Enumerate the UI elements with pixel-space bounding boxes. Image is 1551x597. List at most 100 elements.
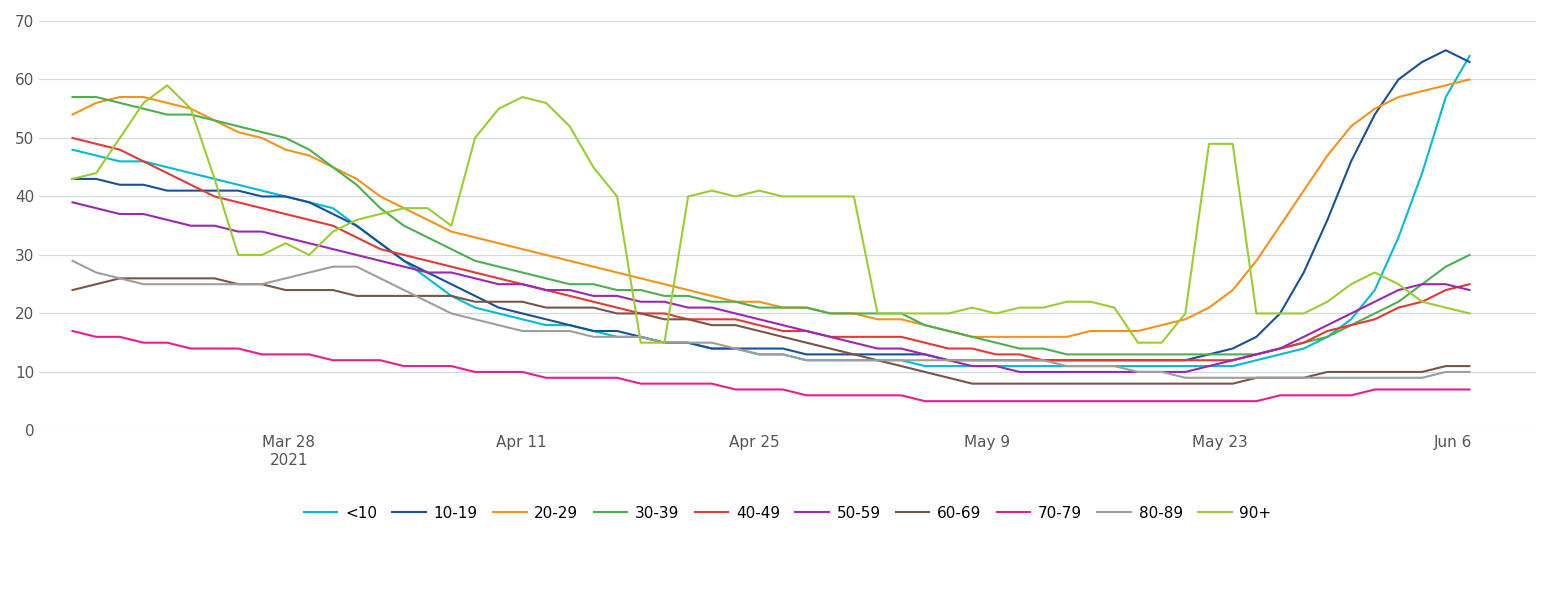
80-89 <box>940 356 959 364</box>
Line: 90+: 90+ <box>73 85 1469 343</box>
90+ <box>631 339 650 346</box>
40-49 <box>537 287 555 294</box>
80-89 <box>1176 374 1194 381</box>
80-89 <box>465 316 484 323</box>
70-79 <box>513 368 532 376</box>
50-59 <box>1010 368 1028 376</box>
60-69 <box>560 304 579 311</box>
90+ <box>560 123 579 130</box>
60-69 <box>537 304 555 311</box>
70-79 <box>963 398 982 405</box>
40-49 <box>513 281 532 288</box>
20-29 <box>940 327 959 334</box>
30-39 <box>1058 351 1076 358</box>
30-39 <box>537 275 555 282</box>
Line: 70-79: 70-79 <box>73 331 1469 401</box>
<10 <box>537 322 555 329</box>
40-49 <box>299 216 318 223</box>
20-29 <box>513 245 532 253</box>
Line: 80-89: 80-89 <box>73 261 1469 378</box>
<10 <box>299 199 318 206</box>
90+ <box>158 82 177 89</box>
10-19 <box>1436 47 1455 54</box>
Line: 60-69: 60-69 <box>73 278 1469 384</box>
50-59 <box>465 275 484 282</box>
90+ <box>490 105 509 112</box>
Line: 10-19: 10-19 <box>73 50 1469 360</box>
<10 <box>915 362 934 370</box>
<10 <box>513 316 532 323</box>
70-79 <box>1459 386 1478 393</box>
90+ <box>986 310 1005 317</box>
60-69 <box>442 293 461 300</box>
<10 <box>963 362 982 370</box>
40-49 <box>64 134 82 141</box>
80-89 <box>1459 368 1478 376</box>
Line: 50-59: 50-59 <box>73 202 1469 372</box>
40-49 <box>1035 356 1053 364</box>
20-29 <box>419 216 437 223</box>
20-29 <box>299 152 318 159</box>
30-39 <box>1459 251 1478 259</box>
30-39 <box>940 327 959 334</box>
50-59 <box>419 269 437 276</box>
Line: 20-29: 20-29 <box>73 79 1469 337</box>
60-69 <box>324 287 343 294</box>
70-79 <box>419 362 437 370</box>
60-69 <box>490 298 509 305</box>
20-29 <box>537 251 555 259</box>
20-29 <box>963 333 982 340</box>
70-79 <box>465 368 484 376</box>
50-59 <box>537 287 555 294</box>
90+ <box>324 228 343 235</box>
70-79 <box>537 374 555 381</box>
10-19 <box>1459 59 1478 66</box>
10-19 <box>940 356 959 364</box>
50-59 <box>299 239 318 247</box>
60-69 <box>986 380 1005 387</box>
40-49 <box>1459 281 1478 288</box>
80-89 <box>513 327 532 334</box>
60-69 <box>963 380 982 387</box>
50-59 <box>1459 287 1478 294</box>
40-49 <box>940 345 959 352</box>
10-19 <box>465 293 484 300</box>
10-19 <box>299 199 318 206</box>
<10 <box>64 146 82 153</box>
70-79 <box>299 351 318 358</box>
<10 <box>1459 53 1478 60</box>
20-29 <box>1459 76 1478 83</box>
60-69 <box>64 287 82 294</box>
20-29 <box>465 234 484 241</box>
60-69 <box>1459 362 1478 370</box>
30-39 <box>64 94 82 101</box>
Legend: <10, 10-19, 20-29, 30-39, 40-49, 50-59, 60-69, 70-79, 80-89, 90+: <10, 10-19, 20-29, 30-39, 40-49, 50-59, … <box>298 500 1278 527</box>
Line: 40-49: 40-49 <box>73 138 1469 360</box>
40-49 <box>465 269 484 276</box>
10-19 <box>419 269 437 276</box>
80-89 <box>299 269 318 276</box>
70-79 <box>64 327 82 334</box>
80-89 <box>64 257 82 264</box>
90+ <box>537 99 555 106</box>
30-39 <box>299 146 318 153</box>
30-39 <box>465 257 484 264</box>
70-79 <box>915 398 934 405</box>
10-19 <box>513 310 532 317</box>
50-59 <box>513 281 532 288</box>
90+ <box>442 222 461 229</box>
<10 <box>465 304 484 311</box>
10-19 <box>537 316 555 323</box>
<10 <box>419 275 437 282</box>
20-29 <box>64 111 82 118</box>
90+ <box>1459 310 1478 317</box>
30-39 <box>513 269 532 276</box>
40-49 <box>419 257 437 264</box>
Line: 30-39: 30-39 <box>73 97 1469 355</box>
50-59 <box>64 199 82 206</box>
90+ <box>64 176 82 183</box>
10-19 <box>64 176 82 183</box>
60-69 <box>110 275 129 282</box>
80-89 <box>419 298 437 305</box>
80-89 <box>537 327 555 334</box>
